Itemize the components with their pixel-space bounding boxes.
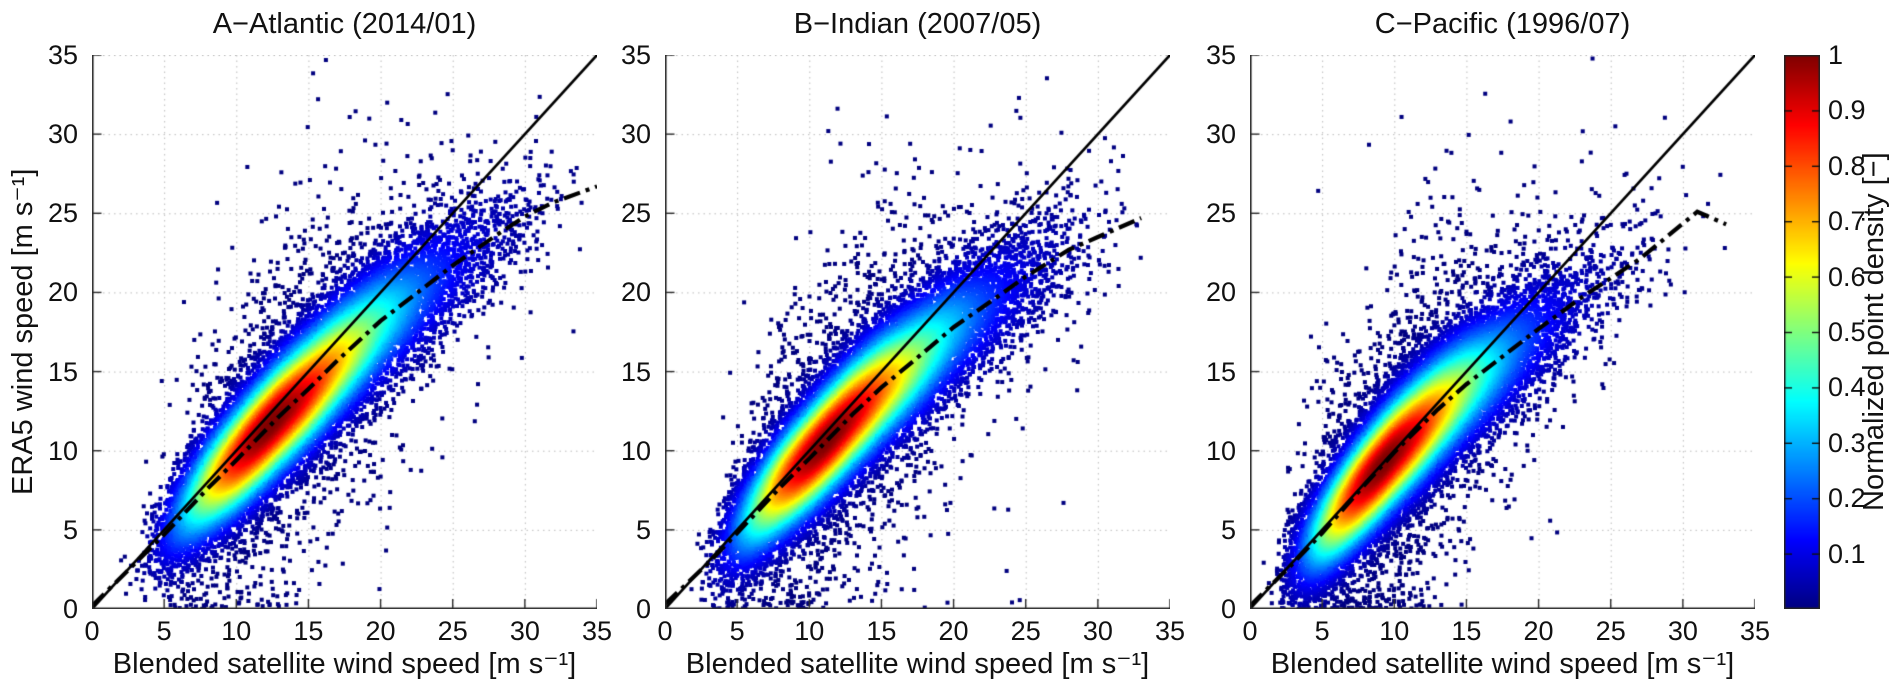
y-tick-15: 15 (47, 356, 78, 387)
y-tick-5: 5 (1220, 514, 1236, 545)
x-axis-label: Blended satellite wind speed [m s⁻¹] (1270, 648, 1735, 680)
y-axis-tick-labels: 0 5 10 15 20 25 30 35 (28, 41, 84, 623)
x-tick-10: 10 (794, 616, 825, 646)
y-tick-5: 5 (62, 514, 78, 545)
y-tick-0: 0 (62, 594, 78, 624)
y-tick-0: 0 (635, 594, 651, 624)
x-tick-35: 35 (581, 616, 613, 646)
colorbar-gradient (1784, 55, 1820, 609)
x-tick-10: 10 (1379, 616, 1410, 646)
x-tick-30: 30 (509, 616, 540, 646)
y-tick-20: 20 (1205, 277, 1236, 308)
colorbar-label: Normalized point density [−] (1858, 152, 1890, 512)
panel-pacific: C−Pacific (1996/07) 0 5 10 15 20 25 30 35 0 5 10 1… (1206, 0, 1770, 686)
x-axis-label: Blended satellite wind speed [m s⁻¹] (685, 648, 1150, 680)
y-tick-10: 10 (1205, 435, 1236, 466)
y-tick-15: 15 (620, 356, 651, 387)
colorbar-tick-1: 1 (1828, 40, 1844, 70)
panel-title-pacific: C−Pacific (1996/07) (1374, 8, 1631, 40)
y-tick-25: 25 (1205, 198, 1236, 229)
x-tick-20: 20 (938, 616, 969, 646)
plot-area-pacific (1250, 55, 1755, 609)
y-tick-5: 5 (635, 514, 651, 545)
y-tick-35: 35 (47, 40, 78, 70)
colorbar-tick-0.7: 0.7 (1828, 206, 1866, 237)
y-tick-30: 30 (47, 119, 78, 150)
x-tick-15: 15 (866, 616, 897, 646)
x-tick-5: 5 (156, 616, 172, 646)
y-tick-0: 0 (1220, 594, 1236, 624)
x-tick-30: 30 (1082, 616, 1113, 646)
y-tick-30: 30 (620, 119, 651, 150)
x-tick-20: 20 (1523, 616, 1554, 646)
x-tick-0: 0 (1242, 616, 1258, 646)
x-tick-35: 35 (1739, 616, 1771, 646)
y-tick-35: 35 (1205, 40, 1236, 70)
panel-indian: B−Indian (2007/05) 0 5 10 15 20 25 30 35 0 5 10 15… (621, 0, 1185, 686)
density-scatter-canvas-atlantic (92, 55, 597, 609)
panel-title-atlantic: A−Atlantic (2014/01) (212, 8, 477, 40)
panel-atlantic: A−Atlantic (2014/01) 0 5 10 15 20 25 30 35 0 5 10… (48, 0, 612, 686)
x-tick-0: 0 (84, 616, 100, 646)
x-tick-5: 5 (729, 616, 745, 646)
colorbar-tick-0.8: 0.8 (1828, 150, 1866, 181)
y-tick-10: 10 (47, 435, 78, 466)
y-tick-20: 20 (47, 277, 78, 308)
y-tick-15: 15 (1205, 356, 1236, 387)
x-tick-5: 5 (1314, 616, 1330, 646)
colorbar-tick-0.1: 0.1 (1828, 538, 1866, 569)
x-axis-label: Blended satellite wind speed [m s⁻¹] (112, 648, 577, 680)
colorbar-tick-0.5: 0.5 (1828, 317, 1866, 347)
colorbar-tick-labels: 1 0.9 0.8 0.7 0.6 0.5 0.4 0.3 0.2 0.1 (1828, 41, 1880, 609)
x-tick-20: 20 (365, 616, 396, 646)
x-tick-25: 25 (1010, 616, 1041, 646)
y-tick-25: 25 (47, 198, 78, 229)
x-tick-15: 15 (1451, 616, 1482, 646)
colorbar-tick-0.9: 0.9 (1828, 95, 1866, 126)
plot-area-atlantic (92, 55, 597, 609)
density-scatter-canvas-pacific (1250, 55, 1755, 609)
y-tick-30: 30 (1205, 119, 1236, 150)
colorbar-tick-0.3: 0.3 (1828, 427, 1866, 458)
y-axis-tick-labels: 0 5 10 15 20 25 30 35 (1186, 41, 1242, 623)
panel-title-indian: B−Indian (2007/05) (793, 8, 1042, 40)
y-tick-25: 25 (620, 198, 651, 229)
colorbar-tick-0.4: 0.4 (1828, 372, 1866, 403)
colorbar-tick-0.6: 0.6 (1828, 261, 1866, 292)
x-tick-25: 25 (437, 616, 468, 646)
y-tick-35: 35 (620, 40, 651, 70)
x-tick-35: 35 (1154, 616, 1186, 646)
y-tick-20: 20 (620, 277, 651, 308)
x-tick-15: 15 (293, 616, 324, 646)
y-tick-10: 10 (620, 435, 651, 466)
colorbar-tick-0.2: 0.2 (1828, 483, 1866, 514)
x-tick-25: 25 (1595, 616, 1626, 646)
x-tick-0: 0 (657, 616, 673, 646)
x-tick-10: 10 (221, 616, 252, 646)
plot-area-indian (665, 55, 1170, 609)
density-scatter-canvas-indian (665, 55, 1170, 609)
x-tick-30: 30 (1667, 616, 1698, 646)
y-axis-tick-labels: 0 5 10 15 20 25 30 35 (601, 41, 657, 623)
